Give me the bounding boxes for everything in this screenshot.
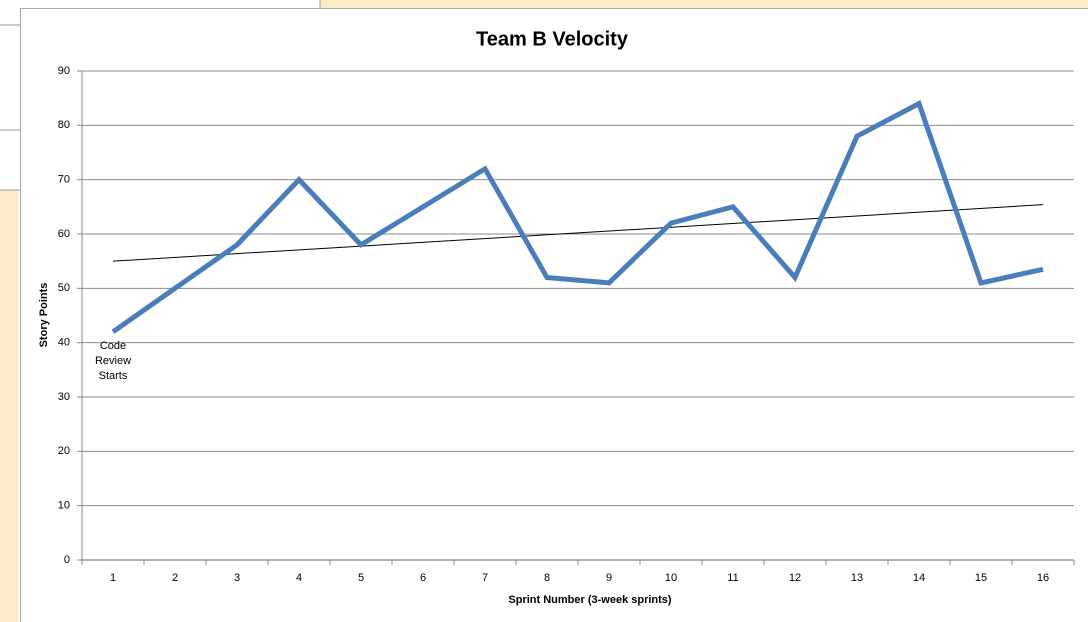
x-axis-label: Sprint Number (3-week sprints): [508, 594, 672, 606]
x-tick-label: 1: [110, 572, 116, 584]
background-panel: [320, 0, 1088, 8]
y-tick-label: 0: [64, 554, 70, 566]
chart-panel: [20, 8, 1088, 622]
y-tick-label: 50: [58, 282, 70, 294]
x-tick-label: 8: [544, 572, 550, 584]
x-tick-label: 13: [851, 572, 863, 584]
y-tick-label: 60: [58, 228, 70, 240]
y-tick-label: 90: [58, 65, 70, 77]
x-tick-label: 16: [1037, 572, 1049, 584]
trend-line: [112, 204, 1044, 262]
x-tick-label: 14: [913, 572, 925, 584]
annotation: Code Review Starts: [94, 339, 132, 382]
y-tick-label: 20: [58, 445, 70, 457]
x-tick-label: 5: [358, 572, 364, 584]
y-tick-label: 70: [58, 174, 70, 186]
x-tick-label: 9: [606, 572, 612, 584]
y-tick-label: 80: [58, 119, 70, 131]
x-tick-label: 11: [727, 572, 738, 584]
x-tick-label: 10: [665, 572, 677, 584]
x-tick-label: 3: [234, 572, 240, 584]
x-tick-label: 15: [975, 572, 987, 584]
x-tick-label: 2: [172, 572, 178, 584]
x-tick-label: 6: [420, 572, 426, 584]
y-axis-label: Story Points: [38, 283, 50, 348]
background-panel: [0, 190, 18, 622]
y-tick-label: 10: [58, 500, 70, 512]
x-tick-label: 12: [789, 572, 801, 584]
y-tick-label: 30: [58, 391, 70, 403]
y-tick-label: 40: [58, 337, 70, 349]
data-line: [111, 100, 1044, 334]
chart-title: Team B Velocity: [476, 28, 629, 50]
x-tick-label: 7: [482, 572, 488, 584]
x-tick-label: 4: [296, 572, 302, 584]
